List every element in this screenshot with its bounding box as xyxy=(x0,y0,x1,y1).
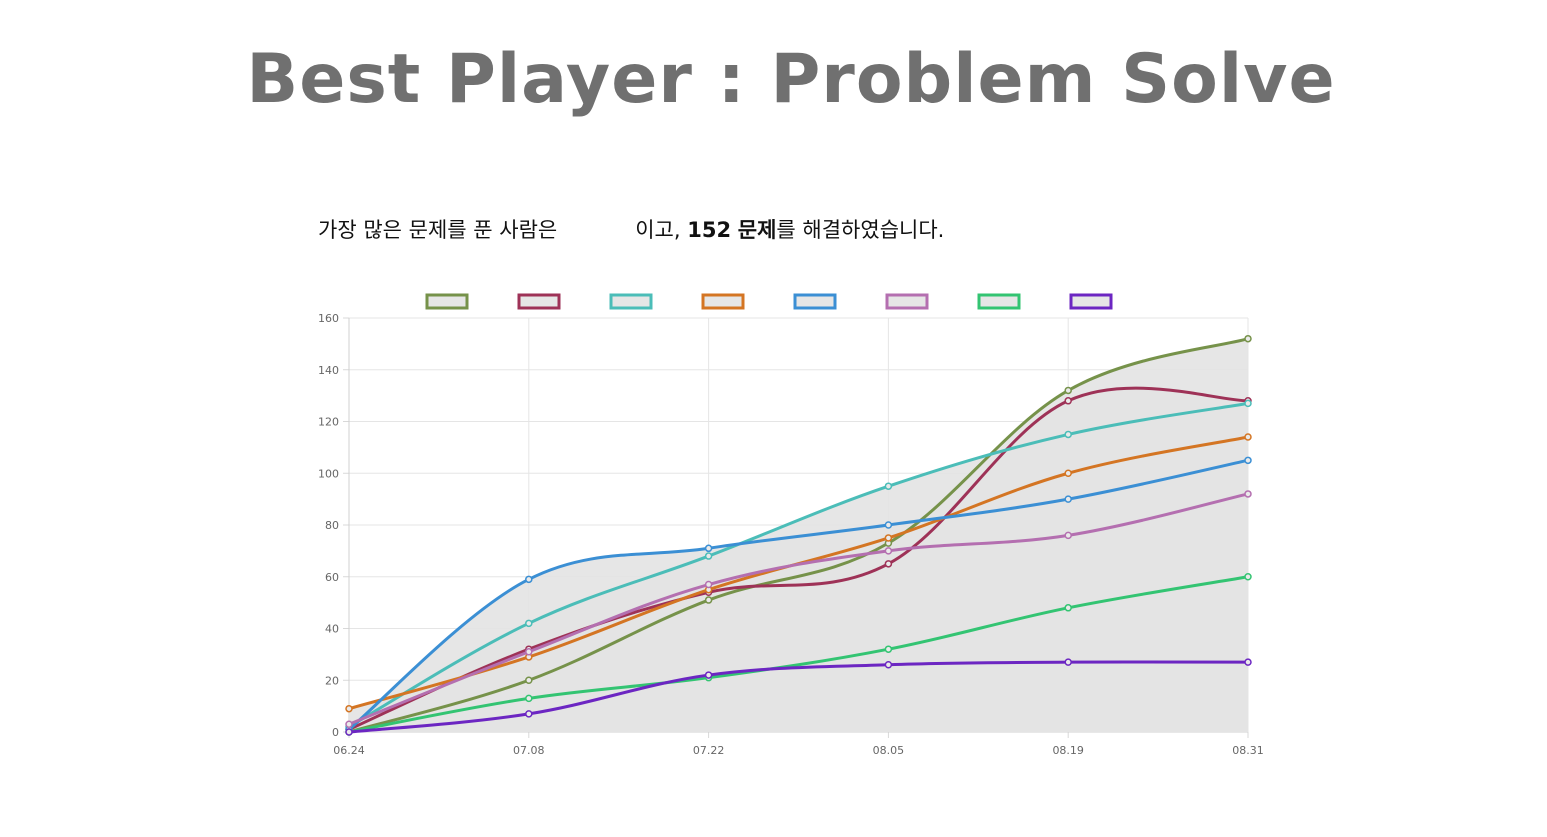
series-point-1 xyxy=(1244,334,1252,343)
x-tick-label: 08.05 xyxy=(873,744,905,757)
series-point-7 xyxy=(884,645,893,653)
summary-suffix: 를 해결하였습니다. xyxy=(776,218,945,242)
y-tick-label: 160 xyxy=(318,312,339,325)
legend-swatch-6 xyxy=(885,293,929,310)
series-point-1 xyxy=(704,596,713,604)
series-line-6 xyxy=(348,492,1249,726)
series-point-8 xyxy=(345,728,353,736)
series-line-7 xyxy=(348,575,1249,734)
series-point-5 xyxy=(1064,495,1072,503)
legend-swatch-7 xyxy=(977,293,1021,310)
series-point-8 xyxy=(1064,658,1072,666)
y-tick-label: 80 xyxy=(325,519,339,532)
legend-swatch-2 xyxy=(517,293,561,310)
x-tick-label: 08.19 xyxy=(1052,744,1084,757)
series-point-5 xyxy=(704,544,713,553)
series-point-6 xyxy=(525,648,533,656)
summary-prefix: 가장 많은 문제를 푼 사람은 xyxy=(318,218,558,242)
series-point-7 xyxy=(525,694,533,703)
series-point-7 xyxy=(1244,573,1252,581)
series-line-5 xyxy=(348,458,1249,731)
series-point-6 xyxy=(1064,531,1072,540)
series-point-4 xyxy=(1064,469,1072,477)
series-point-5 xyxy=(884,521,893,529)
y-tick-label: 60 xyxy=(325,571,339,584)
y-tick-label: 140 xyxy=(318,364,339,377)
series-point-3 xyxy=(884,482,893,490)
series-point-4 xyxy=(884,534,893,542)
series-point-1 xyxy=(525,676,533,684)
series-point-8 xyxy=(1244,658,1252,666)
series-point-5 xyxy=(525,575,533,584)
series-point-6 xyxy=(1244,490,1252,498)
series-point-4 xyxy=(345,704,353,713)
summary-unit: 문제 xyxy=(737,218,777,242)
series-point-6 xyxy=(704,580,713,589)
series-point-8 xyxy=(884,660,893,669)
series-line-8 xyxy=(348,660,1249,734)
series-point-8 xyxy=(525,710,533,718)
series-point-6 xyxy=(884,547,893,555)
y-tick-label: 100 xyxy=(318,467,339,480)
series-point-3 xyxy=(1064,430,1072,439)
legend-swatch-4 xyxy=(701,293,745,310)
series-point-4 xyxy=(1244,433,1252,441)
series-line-1 xyxy=(348,337,1249,734)
series-point-3 xyxy=(704,552,713,560)
series-point-6 xyxy=(345,720,353,728)
series-point-5 xyxy=(1244,456,1252,465)
summary-sentence: 가장 많은 문제를 푼 사람은 이고, 152 문제를 해결하였습니다. xyxy=(318,214,944,244)
y-tick-label: 0 xyxy=(332,726,339,739)
summary-middle: 이고, xyxy=(635,218,681,242)
x-tick-label: 08.31 xyxy=(1232,744,1264,757)
legend-swatch-1 xyxy=(425,293,469,310)
x-tick-label: 07.22 xyxy=(693,744,725,757)
legend-swatch-8 xyxy=(1069,293,1113,310)
legend-swatch-5 xyxy=(793,293,837,310)
y-tick-label: 120 xyxy=(318,416,339,429)
series-point-2 xyxy=(884,560,893,568)
page-title: Best Player : Problem Solve xyxy=(246,40,1336,119)
series-point-3 xyxy=(525,619,533,628)
series-point-7 xyxy=(1064,604,1072,612)
series-point-1 xyxy=(1064,386,1072,395)
series-point-2 xyxy=(1064,397,1072,405)
y-tick-label: 40 xyxy=(325,623,339,636)
x-tick-label: 07.08 xyxy=(513,744,545,757)
summary-count: 152 xyxy=(687,218,732,242)
legend-swatch-3 xyxy=(609,293,653,310)
series-point-8 xyxy=(704,671,713,679)
y-tick-label: 20 xyxy=(325,674,339,687)
series-area-8 xyxy=(349,661,1248,732)
x-tick-label: 06.24 xyxy=(333,744,365,757)
series-line-3 xyxy=(348,401,1249,729)
series-point-3 xyxy=(1244,399,1252,408)
series-line-2 xyxy=(348,386,1249,731)
